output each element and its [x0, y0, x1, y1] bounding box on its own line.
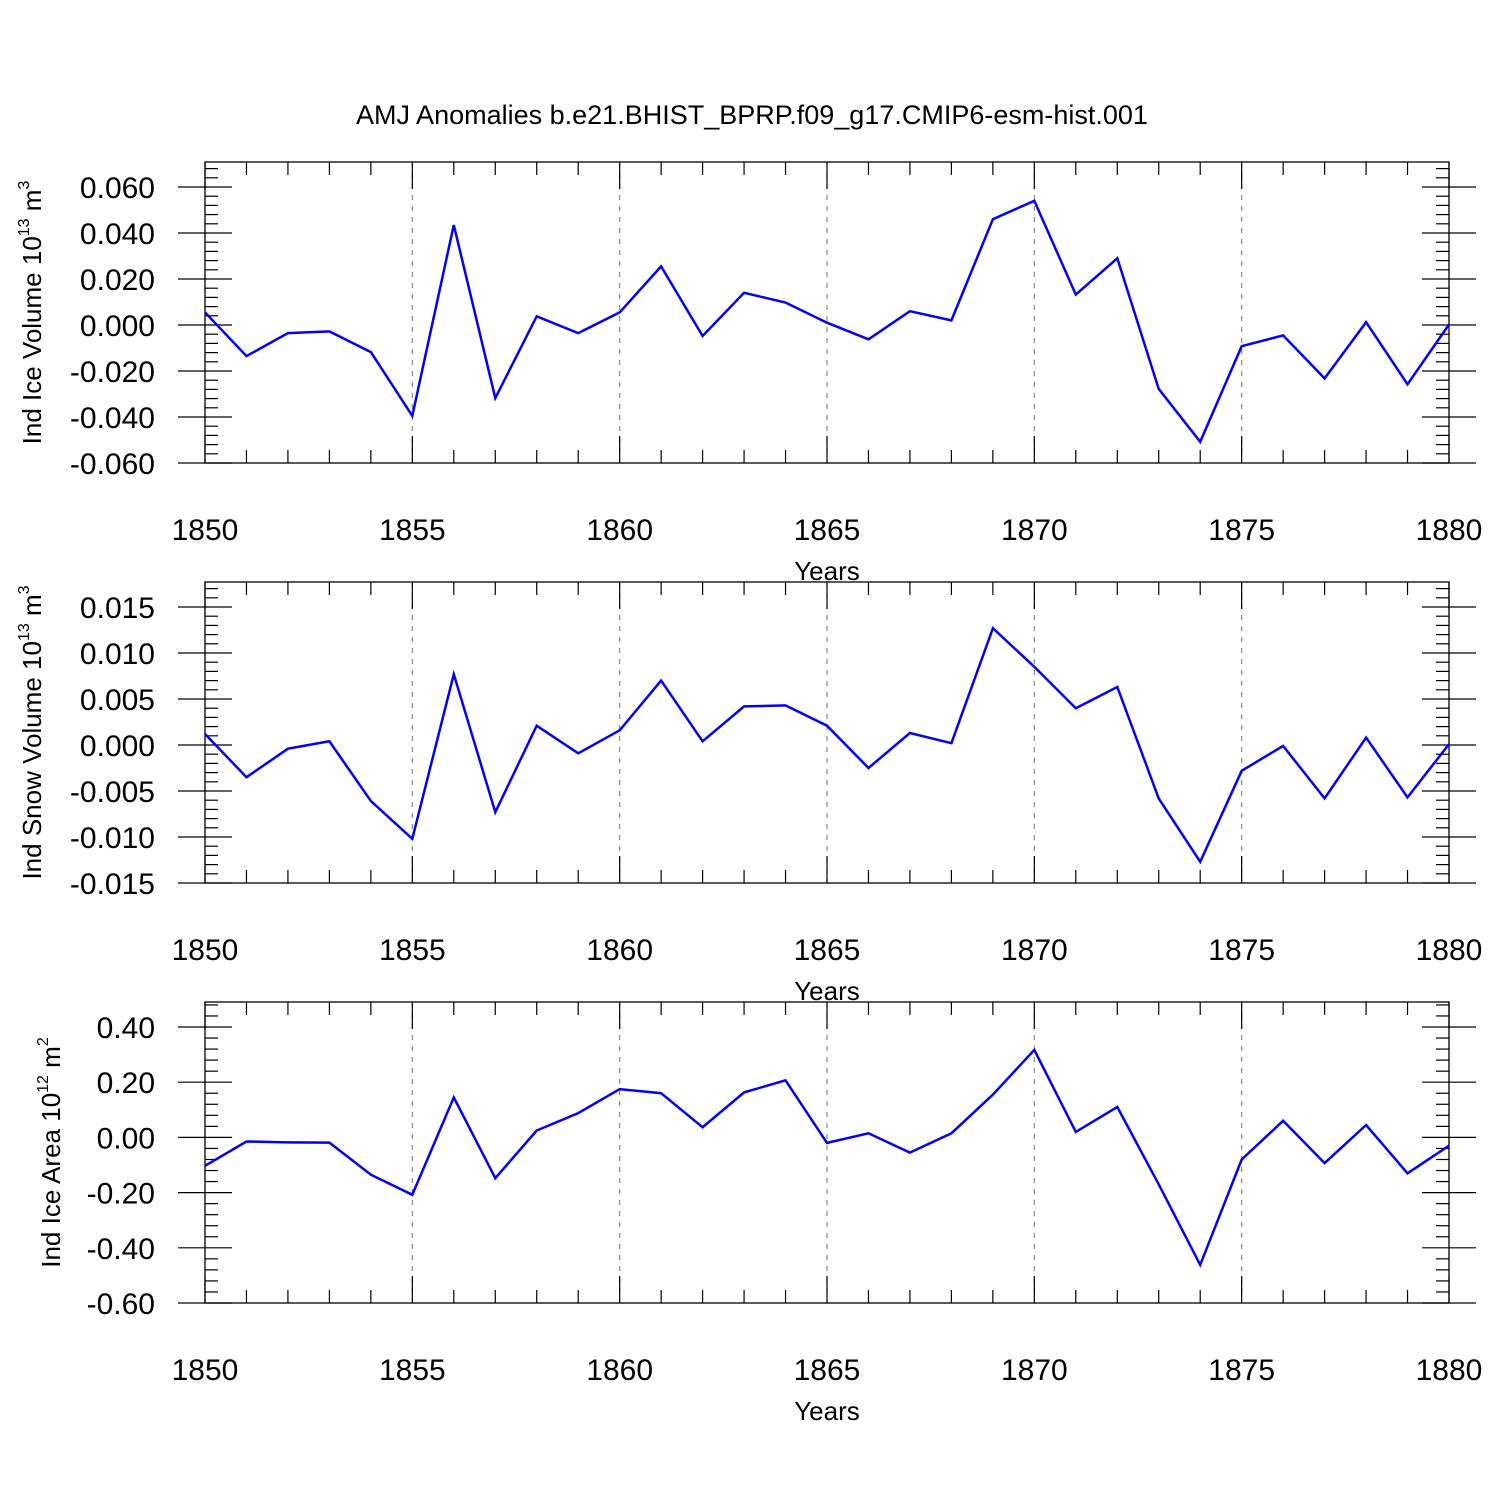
series-line: [204, 1047, 1450, 1268]
y-axis-label: Ind Ice Volume 1013 m3: [16, 181, 47, 445]
y-tick-label: 0.010: [80, 638, 155, 671]
y-tick-label: -0.20: [87, 1178, 155, 1211]
x-tick-label: 1855: [379, 934, 446, 967]
x-tick-label: 1870: [1001, 514, 1068, 547]
x-tick-label: 1850: [172, 934, 239, 967]
x-tick-label: 1860: [586, 934, 653, 967]
x-tick-label: 1865: [794, 934, 861, 967]
y-tick-label: -0.005: [70, 776, 155, 809]
chart-panel-3: -0.60 -0.40 -0.20 0.00 0.20 0.40 1850 1855 1860 1…: [35, 1001, 1483, 1426]
x-tick-label: 1865: [794, 1354, 861, 1387]
y-tick-label: -0.40: [87, 1233, 155, 1266]
y-tick-label: 0.005: [80, 684, 155, 717]
y-tick-label: -0.040: [70, 402, 155, 435]
x-tick-label: 1880: [1416, 934, 1483, 967]
x-tick-label: 1870: [1001, 934, 1068, 967]
y-axis-label-main: Ind Ice Area 10: [36, 1093, 66, 1268]
series-line: [204, 625, 1450, 865]
y-tick-label: 0.20: [97, 1067, 155, 1100]
y-tick-label: 0.040: [80, 218, 155, 251]
y-axis-label-sup: 12: [35, 1075, 52, 1093]
x-axis-label: Years: [794, 976, 860, 1006]
x-tick-label: 1875: [1208, 514, 1275, 547]
y-tick-label: -0.010: [70, 822, 155, 855]
y-axis-label-sup: 13: [16, 623, 33, 641]
y-tick-label: 0.00: [97, 1122, 155, 1155]
y-axis-label-unit: m: [17, 594, 47, 623]
x-tick-label: 1875: [1208, 1354, 1275, 1387]
x-axis-label: Years: [794, 1396, 860, 1426]
y-tick-label: 0.000: [80, 730, 155, 763]
x-tick-label: 1860: [586, 1354, 653, 1387]
x-tick-label: 1870: [1001, 1354, 1068, 1387]
chart-panel-1: -0.060 -0.040 -0.020 0.000 0.020 0.040 0.060 18…: [16, 161, 1483, 586]
y-tick-label: 0.000: [80, 310, 155, 343]
y-tick-label: -0.60: [87, 1288, 155, 1321]
x-tick-label: 1855: [379, 514, 446, 547]
x-tick-label: 1875: [1208, 934, 1275, 967]
y-tick-label: 0.020: [80, 264, 155, 297]
x-tick-label: 1880: [1416, 1354, 1483, 1387]
x-tick-label: 1860: [586, 514, 653, 547]
y-axis-label-main: Ind Snow Volume 10: [17, 641, 47, 880]
y-tick-label: -0.060: [70, 448, 155, 481]
y-axis-label-sup: 13: [16, 218, 33, 236]
y-axis-label-unit: m: [36, 1046, 66, 1075]
y-tick-label: -0.015: [70, 868, 155, 901]
y-axis-label-unit-sup: 2: [35, 1037, 52, 1046]
y-tick-label: 0.060: [80, 172, 155, 205]
y-axis-label-unit: m: [17, 190, 47, 219]
y-tick-label: 0.40: [97, 1012, 155, 1045]
y-axis-label-main: Ind Ice Volume 10: [17, 236, 47, 444]
y-axis-label: Ind Ice Area 1012 m2: [35, 1037, 66, 1268]
x-tick-label: 1880: [1416, 514, 1483, 547]
series-line: [204, 199, 1451, 445]
x-tick-label: 1855: [379, 1354, 446, 1387]
y-axis-label: Ind Snow Volume 1013 m3: [16, 585, 47, 879]
x-axis-label: Years: [794, 556, 860, 586]
x-tick-label: 1865: [794, 514, 861, 547]
chart-panel-2: -0.015 -0.010 -0.005 0.000 0.005 0.010 0.015 18…: [16, 581, 1483, 1006]
x-tick-label: 1850: [172, 1354, 239, 1387]
figure-title: AMJ Anomalies b.e21.BHIST_BPRP.f09_g17.C…: [356, 100, 1148, 130]
y-tick-label: -0.020: [70, 356, 155, 389]
y-axis-label-unit-sup: 3: [16, 585, 33, 594]
x-tick-label: 1850: [172, 514, 239, 547]
y-tick-label: 0.015: [80, 592, 155, 625]
y-axis-label-unit-sup: 3: [16, 181, 33, 190]
